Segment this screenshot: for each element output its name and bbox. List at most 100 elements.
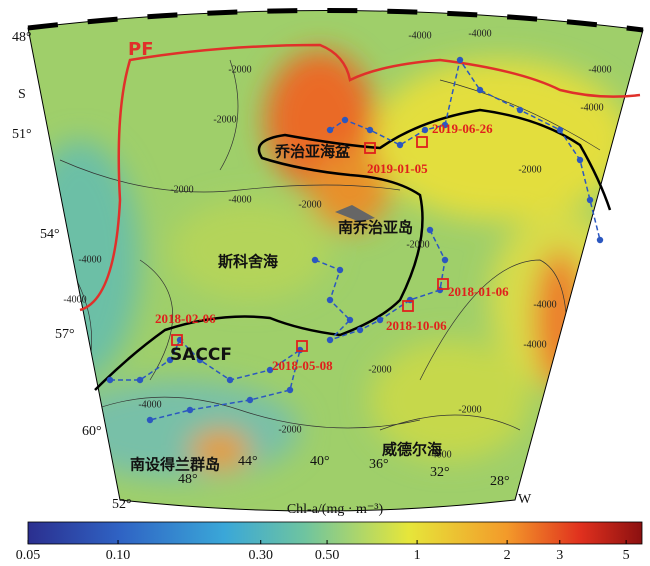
south-georgia-island — [335, 205, 375, 222]
region-label: 威德尔海 — [382, 441, 442, 459]
isobath — [49, 59, 601, 381]
contour-label: -4000 — [63, 294, 86, 305]
station-dot — [376, 316, 384, 324]
contour-label: -2000 — [458, 404, 481, 415]
station-marker — [402, 300, 414, 312]
front-label: SACCF — [170, 345, 232, 365]
latitude-label: 51° — [12, 127, 32, 142]
station-dot — [516, 106, 524, 114]
cruise-tracks — [106, 56, 604, 424]
station-label: 2018-05-08 — [272, 358, 333, 373]
station-dot — [476, 86, 484, 94]
hemisphere-label: S — [18, 87, 26, 102]
longitude-label: 52° — [112, 497, 132, 512]
contour-label: -2000 — [228, 64, 251, 75]
isobath — [59, 159, 567, 431]
contour-label: -4000 — [228, 194, 251, 205]
station-label: 2019-01-05 — [367, 161, 428, 176]
station-dot — [366, 126, 374, 134]
frame-ticks — [27, 7, 644, 33]
latitude-label: 48° — [12, 30, 32, 45]
colorbar-tick-label: 0.05 — [16, 548, 41, 563]
station-dot — [336, 266, 344, 274]
station-dot — [586, 196, 594, 204]
station-label: 2018-02-06 — [155, 311, 216, 326]
longitude-label: 32° — [430, 465, 450, 480]
station-label: 2018-10-06 — [386, 318, 447, 333]
contour-label: -4000 — [523, 339, 546, 350]
contour-label: -2000 — [213, 114, 236, 125]
latitude-label: 54° — [40, 227, 60, 242]
station-dot — [266, 366, 274, 374]
station-dot — [396, 141, 404, 149]
station-dot — [311, 256, 319, 264]
station-dot — [196, 356, 204, 364]
region-label: 南设得兰群岛 — [130, 456, 220, 474]
contour-label: -2000 — [278, 424, 301, 435]
contour-label: -2000 — [406, 239, 429, 250]
station-dot — [106, 376, 114, 384]
front-label: PF — [128, 39, 154, 60]
station-dot — [246, 396, 254, 404]
station-dot — [456, 56, 464, 64]
station-dot — [166, 356, 174, 364]
station-dot — [441, 256, 449, 264]
longitude-label: 44° — [238, 454, 258, 469]
station-dot — [186, 406, 194, 414]
station-dot — [421, 126, 429, 134]
contour-label: -4000 — [428, 449, 451, 460]
station-dot — [326, 126, 334, 134]
station-dot — [146, 416, 154, 424]
station-marker — [171, 334, 183, 346]
station-label: 2019-06-26 — [432, 121, 493, 136]
region-label: 南乔治亚岛 — [338, 219, 413, 237]
longitude-label: 28° — [490, 474, 510, 489]
hemisphere-label: W — [518, 492, 532, 507]
region-label: 斯科舍海 — [218, 253, 278, 271]
station-dot — [596, 236, 604, 244]
colorbar-tick-label: 5 — [623, 548, 630, 563]
station-marker — [296, 340, 308, 352]
colorbar-tick-label: 1 — [414, 548, 421, 563]
longitude-label: 36° — [369, 457, 389, 472]
station-dot — [326, 296, 334, 304]
latitude-label: 60° — [82, 424, 102, 439]
station-dot — [286, 386, 294, 394]
station-marker — [416, 136, 428, 148]
colorbar-tick-label: 0.10 — [106, 548, 131, 563]
station-dot — [136, 376, 144, 384]
colorbar-title: Chl-a/(mg · m⁻³) — [287, 502, 384, 517]
contour-label: -4000 — [588, 64, 611, 75]
contour-label: -4000 — [580, 102, 603, 113]
longitude-label: 40° — [310, 454, 330, 469]
contour-label: -4000 — [408, 30, 431, 41]
station-dot — [556, 126, 564, 134]
colorbar-tick-label: 2 — [504, 548, 511, 563]
contour-label: -2000 — [170, 184, 193, 195]
longitude-label: 48° — [178, 472, 198, 487]
station-marker — [437, 278, 449, 290]
contour-label: -4000 — [138, 399, 161, 410]
saccf-front — [94, 108, 612, 391]
station-dot — [426, 226, 434, 234]
contour-label: -4000 — [468, 28, 491, 39]
contour-label: -2000 — [518, 164, 541, 175]
station-dot — [441, 121, 449, 129]
contour-label: -2000 — [298, 199, 321, 210]
labels: -4000 -4000 -4000 -4000 -2000 -2000 -2000 -4000… — [12, 28, 612, 512]
colorbar-tick-label: 0.30 — [248, 548, 273, 563]
station-label: 2018-01-06 — [448, 284, 509, 299]
station-dot — [326, 336, 334, 344]
pf-front — [79, 43, 641, 312]
colorbar — [27, 521, 643, 545]
station-dot — [346, 316, 354, 324]
contour-label: -4000 — [533, 299, 556, 310]
track-line — [110, 338, 302, 421]
colorbar-tick-label: 3 — [556, 548, 563, 563]
contour-label: -2000 — [368, 364, 391, 375]
station-dot — [226, 376, 234, 384]
colorbar-tick-label: 0.50 — [315, 548, 340, 563]
contour-label: -4000 — [78, 254, 101, 265]
latitude-label: 57° — [55, 327, 75, 342]
